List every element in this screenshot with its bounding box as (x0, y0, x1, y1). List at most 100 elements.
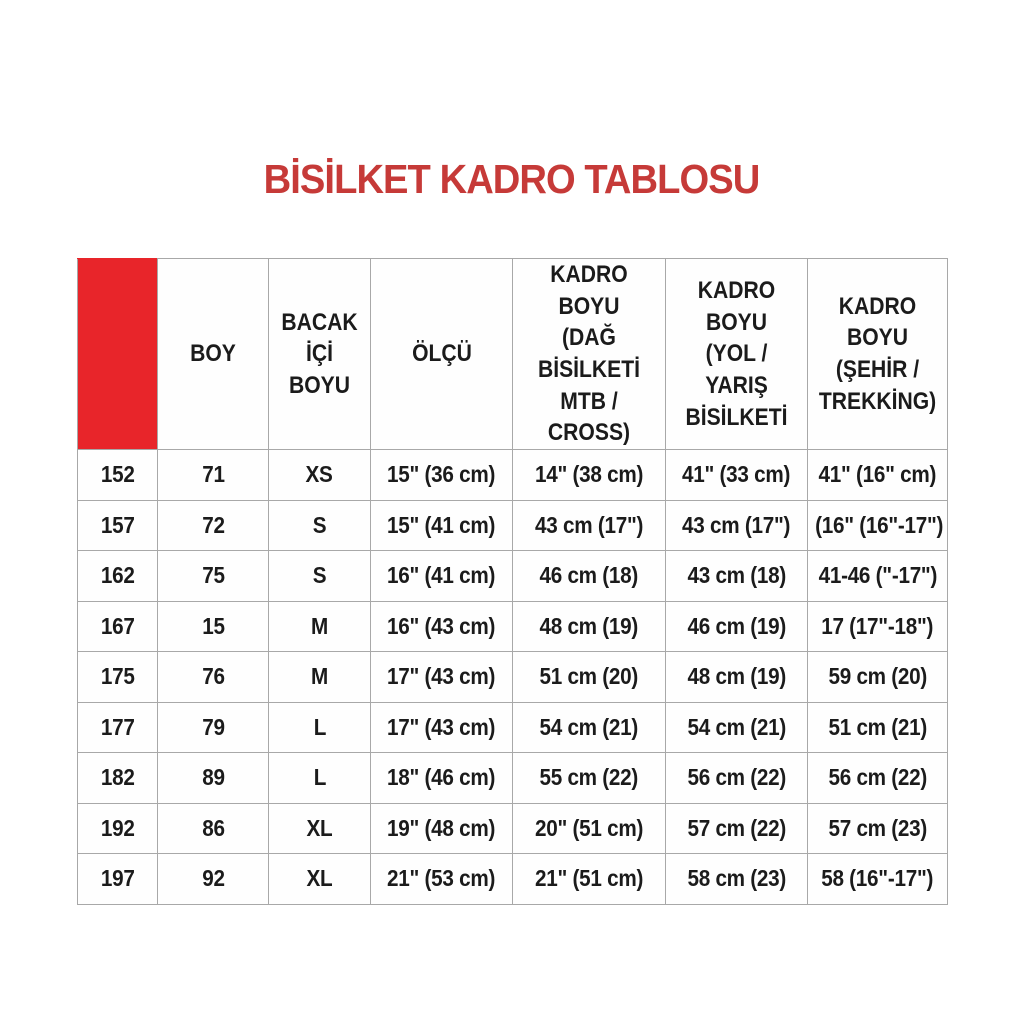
table-cell-text: 43 cm (18) (687, 562, 786, 589)
table-row: 157 72 S 15" (41 cm) 43 cm (17") 43 cm (17") (… (77, 499, 948, 552)
table-row: 177 79 L 17" (43 cm) 54 cm (21) 54 cm (21) 51 … (77, 701, 948, 754)
table-cell: 51 cm (20) (512, 651, 666, 703)
table-cell-text: 157 (100, 511, 135, 538)
table-row: 197 92 XL 21" (53 cm) 21" (51 cm) 58 cm (23) 5… (77, 853, 948, 905)
table-cell-text: 15" (41 cm) (387, 511, 496, 538)
table-cell: 46 cm (18) (512, 550, 666, 602)
table-cell: 48 cm (19) (512, 600, 666, 653)
table-cell: 89 (157, 752, 269, 804)
table-cell-text: 76 (201, 663, 225, 690)
table-cell-text: 41" (33 cm) (682, 461, 791, 488)
table-cell: 21" (51 cm) (512, 853, 666, 905)
table-cell-text: 17" (43 cm) (387, 713, 496, 740)
table-cell: 152 (77, 449, 158, 501)
table-cell: XL (268, 853, 371, 905)
table-cell-text: S (312, 562, 327, 589)
table-cell-text: 162 (100, 562, 135, 589)
table-cell: 43 cm (17") (665, 499, 808, 552)
table-cell-text: 58 (16"-17") (821, 865, 934, 892)
table-cell-text: 72 (201, 511, 225, 538)
table-cell-text: 48 cm (19) (687, 663, 786, 690)
table-cell: 157 (77, 499, 158, 552)
table-cell-text: 57 cm (22) (687, 814, 786, 841)
table-cell-text: (16" (16"-17") (815, 511, 944, 538)
table-cell: 56 cm (22) (807, 752, 948, 804)
table-cell-text: 177 (100, 713, 135, 740)
table-cell: M (268, 651, 371, 703)
table-cell-text: 21" (51 cm) (534, 865, 644, 892)
table-cell-text: 152 (100, 461, 135, 488)
col-header-kadro-boyu-mtb: KADRO BOYU (DAĞ BİSİLKETİ MTB / CROSS) (512, 257, 666, 451)
table-cell-text: 17" (43 cm) (387, 663, 496, 690)
table-cell: 57 cm (23) (807, 802, 948, 855)
table-cell: L (268, 752, 371, 804)
table-cell: 21" (53 cm) (370, 853, 513, 905)
table-cell-text: 43 cm (17") (534, 511, 644, 538)
table-cell: 41" (16" cm) (807, 449, 948, 501)
table-cell: 54 cm (21) (512, 701, 666, 754)
page-title-text: BİSİLKET KADRO TABLOSU (264, 156, 761, 202)
table-cell: 15 (157, 600, 269, 653)
table-cell-text: 41-46 ("-17") (818, 562, 937, 589)
table-cell: 177 (77, 701, 158, 754)
col-header-olcu: ÖLÇÜ (370, 257, 513, 451)
table-cell-text: 175 (100, 663, 135, 690)
table-cell-text: 92 (201, 865, 225, 892)
table-cell: 15" (41 cm) (370, 499, 513, 552)
table-cell: 51 cm (21) (807, 701, 948, 754)
table-cell: 75 (157, 550, 269, 602)
table-row: 175 76 M 17" (43 cm) 51 cm (20) 48 cm (19) 59 … (77, 651, 948, 703)
table-cell-text: L (313, 713, 326, 740)
table-cell-text: 15 (201, 612, 225, 639)
table-cell: 72 (157, 499, 269, 552)
table-cell-text: 16" (41 cm) (387, 562, 496, 589)
table-cell: 41" (33 cm) (665, 449, 808, 501)
table-cell: 71 (157, 449, 269, 501)
table-cell-text: 17 (17"-18") (821, 612, 934, 639)
table-cell: 16" (43 cm) (370, 600, 513, 653)
table-row: 152 71 XS 15" (36 cm) 14" (38 cm) 41" (33 cm)… (77, 449, 948, 501)
table-cell: 16" (41 cm) (370, 550, 513, 602)
table-cell: 20" (51 cm) (512, 802, 666, 855)
table-cell: 175 (77, 651, 158, 703)
table-cell: S (268, 499, 371, 552)
table-cell: 92 (157, 853, 269, 905)
table-cell-text: M (311, 663, 328, 690)
table-cell-text: 41" (16" cm) (818, 461, 937, 488)
table-cell: 167 (77, 600, 158, 653)
table-cell-text: 21" (53 cm) (387, 865, 496, 892)
table-cell: 57 cm (22) (665, 802, 808, 855)
table-cell: 15" (36 cm) (370, 449, 513, 501)
table-cell-text: 51 cm (20) (539, 663, 639, 690)
table-cell-text: 89 (201, 764, 225, 791)
table-cell-text: 15" (36 cm) (387, 461, 496, 488)
table-cell: M (268, 600, 371, 653)
page-title: BİSİLKET KADRO TABLOSU (0, 156, 1024, 203)
table-cell: 17 (17"-18") (807, 600, 948, 653)
table-cell: 58 (16"-17") (807, 853, 948, 905)
brand-red-cell (77, 257, 158, 451)
table-cell-text: 18" (46 cm) (387, 764, 496, 791)
table-cell: 59 cm (20) (807, 651, 948, 703)
table-cell: 54 cm (21) (665, 701, 808, 754)
table-cell-text: 46 cm (19) (687, 612, 786, 639)
table-cell-text: 55 cm (22) (539, 764, 639, 791)
table-cell-text: 19" (48 cm) (387, 814, 496, 841)
table-cell-text: 51 cm (21) (828, 713, 927, 740)
table-cell-text: XS (305, 461, 334, 488)
table-cell: 55 cm (22) (512, 752, 666, 804)
size-table: BOY BACAK İÇİ BOYU ÖLÇÜ KADRO BOYU (DAĞ … (77, 257, 948, 905)
table-cell: 182 (77, 752, 158, 804)
table-cell-text: 56 cm (22) (828, 764, 927, 791)
table-cell: 46 cm (19) (665, 600, 808, 653)
table-cell: 19" (48 cm) (370, 802, 513, 855)
table-cell-text: 48 cm (19) (539, 612, 639, 639)
table-cell-text: 86 (201, 814, 225, 841)
table-cell: 17" (43 cm) (370, 651, 513, 703)
table-cell-text: S (312, 511, 327, 538)
table-cell-text: 79 (201, 713, 225, 740)
table-cell-text: L (313, 764, 326, 791)
table-cell-text: 182 (100, 764, 135, 791)
table-cell: 162 (77, 550, 158, 602)
